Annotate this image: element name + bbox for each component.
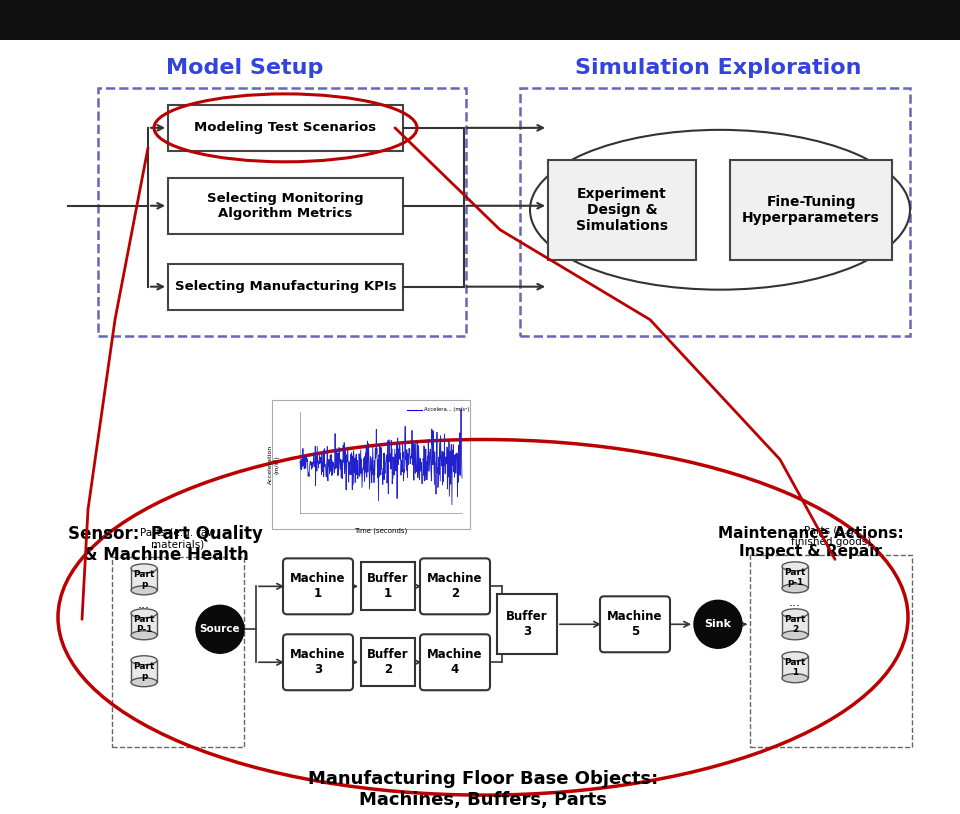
- Ellipse shape: [131, 564, 157, 573]
- Bar: [168, 264, 403, 309]
- Bar: [361, 562, 415, 610]
- Bar: [782, 613, 808, 635]
- Bar: [272, 400, 470, 529]
- Ellipse shape: [782, 652, 808, 661]
- Text: Model Setup: Model Setup: [166, 58, 324, 78]
- Text: Part
2: Part 2: [784, 615, 805, 634]
- Text: Machine
5: Machine 5: [608, 610, 662, 638]
- Ellipse shape: [782, 631, 808, 640]
- Text: Part
P-1: Part P-1: [133, 615, 155, 634]
- Text: Machine
2: Machine 2: [427, 572, 483, 601]
- Text: Buffer
1: Buffer 1: [367, 572, 409, 601]
- Bar: [361, 638, 415, 686]
- Text: Buffer
2: Buffer 2: [367, 648, 409, 676]
- Bar: [131, 568, 157, 590]
- Bar: [730, 160, 892, 260]
- Text: Accelera... (m/s²): Accelera... (m/s²): [424, 407, 469, 412]
- Text: Machine
3: Machine 3: [290, 648, 346, 676]
- Bar: [680, 0, 960, 40]
- Text: Sink: Sink: [705, 619, 732, 629]
- Text: Part
p-1: Part p-1: [784, 567, 805, 587]
- Text: Part
1: Part 1: [784, 658, 805, 677]
- Text: ...: ...: [789, 596, 801, 609]
- Text: Selecting Monitoring
Algorithm Metrics: Selecting Monitoring Algorithm Metrics: [207, 192, 364, 220]
- Ellipse shape: [131, 631, 157, 640]
- FancyBboxPatch shape: [600, 597, 670, 652]
- Text: Sensor:  Part Quality
& Machine Health: Sensor: Part Quality & Machine Health: [68, 525, 263, 564]
- Bar: [168, 105, 403, 151]
- Text: Parts (e.g. raw
materials): Parts (e.g. raw materials): [140, 527, 216, 549]
- Text: Selecting Manufacturing KPIs: Selecting Manufacturing KPIs: [175, 280, 396, 293]
- Text: Time (seconds): Time (seconds): [354, 527, 408, 534]
- Text: Source: Source: [200, 624, 240, 634]
- Text: Part
p: Part p: [133, 662, 155, 681]
- Text: Buffer
3: Buffer 3: [506, 610, 548, 638]
- Bar: [782, 656, 808, 678]
- Bar: [131, 660, 157, 682]
- Ellipse shape: [131, 678, 157, 687]
- Text: Parts (e.g.
finished goods): Parts (e.g. finished goods): [791, 526, 871, 547]
- Text: Modeling Test Scenarios: Modeling Test Scenarios: [195, 121, 376, 134]
- Bar: [520, 88, 910, 335]
- FancyBboxPatch shape: [420, 634, 490, 690]
- Bar: [782, 567, 808, 589]
- Text: Part
p: Part p: [133, 570, 155, 589]
- FancyBboxPatch shape: [283, 634, 353, 690]
- Bar: [0, 0, 960, 40]
- Ellipse shape: [782, 584, 808, 593]
- Bar: [112, 558, 244, 747]
- Text: Machine
4: Machine 4: [427, 648, 483, 676]
- Ellipse shape: [131, 609, 157, 618]
- Circle shape: [196, 606, 244, 654]
- Bar: [548, 160, 696, 260]
- Text: Machine
1: Machine 1: [290, 572, 346, 601]
- Text: Experiment
Design &
Simulations: Experiment Design & Simulations: [576, 186, 668, 233]
- Bar: [131, 613, 157, 635]
- FancyBboxPatch shape: [420, 558, 490, 615]
- Text: Maintenance Actions:
Inspect & Repair: Maintenance Actions: Inspect & Repair: [718, 526, 903, 558]
- Bar: [750, 555, 912, 747]
- Ellipse shape: [131, 656, 157, 665]
- Text: Manufacturing Floor Base Objects:
Machines, Buffers, Parts: Manufacturing Floor Base Objects: Machin…: [308, 770, 659, 808]
- Circle shape: [694, 600, 742, 648]
- Ellipse shape: [782, 609, 808, 618]
- Text: Simulation Exploration: Simulation Exploration: [575, 58, 861, 78]
- Bar: [497, 594, 557, 654]
- Bar: [168, 177, 403, 234]
- Ellipse shape: [782, 562, 808, 571]
- Ellipse shape: [782, 674, 808, 683]
- Text: Fine-Tuning
Hyperparameters: Fine-Tuning Hyperparameters: [742, 195, 880, 225]
- Ellipse shape: [131, 586, 157, 595]
- FancyBboxPatch shape: [283, 558, 353, 615]
- Text: Acceleration
(m/s²): Acceleration (m/s²): [268, 444, 280, 484]
- Bar: [98, 88, 466, 335]
- Text: ...: ...: [138, 597, 150, 610]
